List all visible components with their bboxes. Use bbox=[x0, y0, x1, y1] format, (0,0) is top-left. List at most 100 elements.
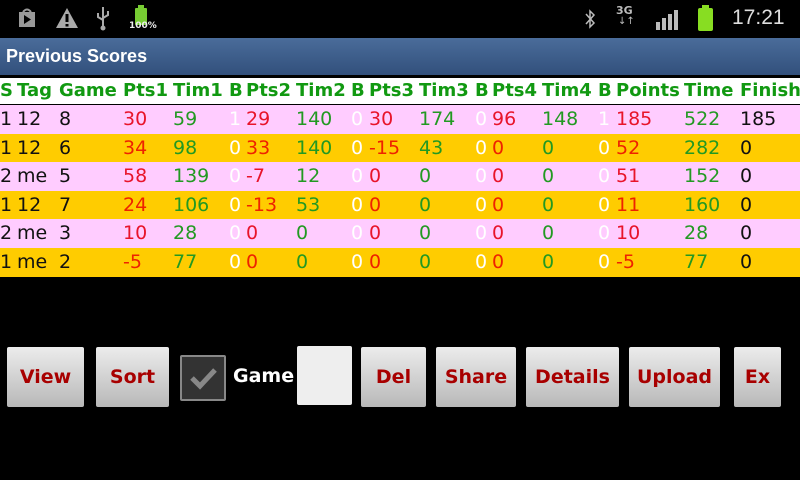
header-pts2[interactable]: Pts2 bbox=[246, 80, 292, 101]
cell-pts2: 0 bbox=[246, 222, 259, 245]
cell-tim2: 140 bbox=[296, 136, 333, 159]
header-points[interactable]: Points bbox=[616, 80, 680, 101]
cell-tim1: 77 bbox=[173, 251, 198, 273]
table-row[interactable]: 1 12 7 24 106 0 -13 53 0 0 0 0 0 0 0 11 160 0 bbox=[0, 190, 800, 220]
cell-tim3: 0 bbox=[419, 193, 432, 216]
cell-b1: 1 bbox=[229, 108, 242, 130]
cell-s: 2 bbox=[0, 222, 13, 245]
cell-finish: 0 bbox=[740, 193, 753, 216]
cell-time: 77 bbox=[684, 251, 709, 273]
cell-tim4: 0 bbox=[542, 165, 555, 188]
warning-icon bbox=[56, 8, 78, 28]
cell-tim4: 148 bbox=[542, 108, 579, 130]
battery-charging-icon bbox=[135, 5, 147, 25]
cell-pts4: 96 bbox=[492, 108, 517, 130]
cell-b3: 0 bbox=[475, 193, 488, 216]
view-button[interactable]: View bbox=[7, 347, 84, 407]
cell-points: -5 bbox=[616, 251, 635, 273]
cell-tim3: 0 bbox=[419, 165, 432, 188]
details-button[interactable]: Details bbox=[526, 347, 619, 407]
cell-pts1: -5 bbox=[123, 251, 142, 273]
cell-tim3: 0 bbox=[419, 251, 432, 273]
cell-tim2: 0 bbox=[296, 222, 309, 245]
cell-tim3: 174 bbox=[419, 108, 456, 130]
cell-tim4: 0 bbox=[542, 193, 555, 216]
cell-tim2: 140 bbox=[296, 108, 333, 130]
cell-b3: 0 bbox=[475, 222, 488, 245]
sort-button[interactable]: Sort bbox=[96, 347, 169, 407]
cell-b4: 1 bbox=[598, 108, 611, 130]
header-tim3[interactable]: Tim3 bbox=[419, 80, 469, 101]
game-checkbox-label: Game bbox=[233, 365, 295, 387]
cell-pts2: -13 bbox=[246, 193, 278, 216]
header-b1[interactable]: B bbox=[229, 80, 243, 101]
header-finish[interactable]: Finish bbox=[740, 80, 800, 101]
scores-table: S Tag Game Pts1 Tim1 B Pts2 Tim2 B Pts3 Tim3 B Pts4 T… bbox=[0, 78, 800, 278]
header-pts1[interactable]: Pts1 bbox=[123, 80, 169, 101]
cell-s: 1 bbox=[0, 136, 13, 159]
cell-tim4: 0 bbox=[542, 251, 555, 273]
table-row[interactable]: 1 12 8 30 59 1 29 140 0 30 174 0 96 148 1 185 522 185 bbox=[0, 105, 800, 134]
cell-finish: 185 bbox=[740, 108, 777, 130]
cell-tag: 12 bbox=[17, 136, 42, 159]
cell-pts3: 30 bbox=[369, 108, 394, 130]
table-row[interactable]: 1 12 6 34 98 0 33 140 0 -15 43 0 0 0 0 52 282 0 bbox=[0, 133, 800, 163]
cell-game: 3 bbox=[59, 222, 72, 245]
cell-tim2: 53 bbox=[296, 193, 321, 216]
cell-s: 1 bbox=[0, 251, 13, 273]
clock: 17:21 bbox=[732, 6, 785, 29]
header-tag[interactable]: Tag bbox=[17, 80, 52, 101]
cell-tim2: 12 bbox=[296, 165, 321, 188]
game-checkbox[interactable] bbox=[180, 355, 226, 401]
cell-tim1: 28 bbox=[173, 222, 198, 245]
cell-pts3: -15 bbox=[369, 136, 401, 159]
header-tim1[interactable]: Tim1 bbox=[173, 80, 223, 101]
header-pts3[interactable]: Pts3 bbox=[369, 80, 415, 101]
play-store-icon bbox=[19, 8, 35, 27]
cell-s: 2 bbox=[0, 165, 13, 188]
cell-finish: 0 bbox=[740, 136, 753, 159]
share-button[interactable]: Share bbox=[436, 347, 516, 407]
upload-button[interactable]: Upload bbox=[629, 347, 720, 407]
checkmark-icon bbox=[190, 368, 217, 390]
cell-b4: 0 bbox=[598, 165, 611, 188]
cell-b3: 0 bbox=[475, 251, 488, 273]
cell-pts4: 0 bbox=[492, 136, 505, 159]
cell-b1: 0 bbox=[229, 251, 242, 273]
cell-game: 7 bbox=[59, 193, 72, 216]
header-game[interactable]: Game bbox=[59, 80, 117, 101]
cell-finish: 0 bbox=[740, 165, 753, 188]
battery-icon bbox=[698, 5, 713, 31]
header-b3[interactable]: B bbox=[475, 80, 489, 101]
header-b2[interactable]: B bbox=[351, 80, 365, 101]
cell-tim1: 106 bbox=[173, 193, 210, 216]
table-row[interactable]: 2 me 5 58 139 0 -7 12 0 0 0 0 0 0 0 51 152 0 bbox=[0, 162, 800, 191]
signal-icon bbox=[656, 10, 678, 30]
cell-tag: me bbox=[17, 251, 48, 273]
cell-pts1: 10 bbox=[123, 222, 148, 245]
header-time[interactable]: Time bbox=[684, 80, 734, 101]
cell-pts3: 0 bbox=[369, 222, 382, 245]
delete-button[interactable]: Del bbox=[361, 347, 426, 407]
header-tim4[interactable]: Tim4 bbox=[542, 80, 592, 101]
cell-tim1: 139 bbox=[173, 165, 210, 188]
header-pts4[interactable]: Pts4 bbox=[492, 80, 538, 101]
ex-button[interactable]: Ex bbox=[734, 347, 781, 407]
cell-tim2: 0 bbox=[296, 251, 309, 273]
battery-percent: 100% bbox=[129, 21, 157, 31]
header-s[interactable]: S bbox=[0, 80, 13, 101]
table-row[interactable]: 2 me 3 10 28 0 0 0 0 0 0 0 0 0 0 10 28 0 bbox=[0, 219, 800, 248]
cell-b3: 0 bbox=[475, 136, 488, 159]
cell-pts1: 24 bbox=[123, 193, 148, 216]
cell-pts2: -7 bbox=[246, 165, 265, 188]
cell-tag: 12 bbox=[17, 108, 42, 130]
cell-b2: 0 bbox=[351, 136, 364, 159]
cell-tag: me bbox=[17, 222, 48, 245]
game-input[interactable] bbox=[297, 346, 352, 405]
cell-b4: 0 bbox=[598, 193, 611, 216]
header-tim2[interactable]: Tim2 bbox=[296, 80, 346, 101]
table-row[interactable]: 1 me 2 -5 77 0 0 0 0 0 0 0 0 0 0 -5 77 0 bbox=[0, 248, 800, 277]
cell-pts4: 0 bbox=[492, 222, 505, 245]
header-b4[interactable]: B bbox=[598, 80, 612, 101]
cell-b1: 0 bbox=[229, 222, 242, 245]
